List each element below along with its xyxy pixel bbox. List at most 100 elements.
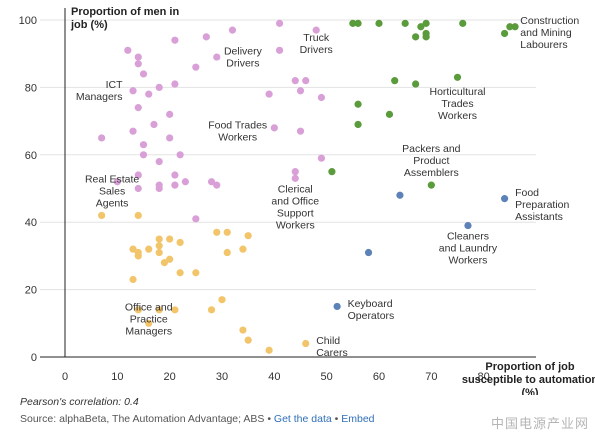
data-point — [364, 248, 373, 257]
y-tick-label: 20 — [25, 285, 37, 297]
data-point — [166, 134, 174, 142]
data-point — [139, 70, 148, 78]
source-text: Source: alphaBeta, The Automation Advant… — [20, 413, 271, 425]
data-point — [270, 124, 278, 132]
data-point — [239, 245, 247, 253]
x-tick-label: 20 — [164, 371, 176, 383]
data-point — [302, 339, 310, 348]
data-point — [427, 181, 435, 189]
data-point — [134, 184, 142, 193]
data-point — [160, 259, 169, 267]
data-point — [145, 319, 153, 327]
get-data-link[interactable]: Get the data — [273, 413, 332, 425]
data-point — [155, 248, 163, 257]
data-point — [412, 80, 420, 88]
data-point — [296, 87, 305, 95]
data-point — [155, 83, 163, 91]
data-point — [192, 269, 200, 277]
data-point — [385, 110, 394, 118]
data-point — [134, 211, 142, 220]
source-separator: • — [334, 413, 339, 425]
data-point — [354, 100, 362, 108]
data-point — [171, 171, 179, 179]
data-point — [501, 29, 509, 38]
data-point — [265, 90, 273, 98]
annotation-construction: Construction and Mining Labourers — [520, 15, 579, 51]
data-point — [155, 242, 163, 250]
data-point — [412, 33, 420, 41]
data-point — [145, 90, 153, 98]
data-point — [129, 245, 137, 253]
data-point — [134, 252, 142, 260]
data-point — [296, 127, 305, 135]
data-point — [192, 63, 200, 71]
data-point — [139, 141, 148, 149]
annotation-child: Child Carers — [316, 335, 348, 359]
x-tick-label: 30 — [216, 371, 228, 383]
embed-link[interactable]: Embed — [341, 413, 375, 425]
annotation-truck: Truck Drivers — [300, 32, 333, 56]
data-point — [171, 306, 179, 314]
data-point — [166, 255, 174, 263]
data-point — [275, 19, 284, 27]
data-point — [391, 77, 399, 85]
data-point — [422, 19, 430, 27]
annotation-realestate: Real Estate Sales Agents — [85, 173, 139, 209]
data-point — [192, 215, 200, 223]
data-point — [291, 77, 299, 85]
data-point — [207, 306, 216, 314]
data-point — [145, 245, 153, 253]
data-point — [401, 19, 409, 27]
y-tick-label: 60 — [25, 150, 37, 162]
data-point — [171, 80, 179, 88]
data-point — [223, 248, 231, 257]
annotation-clerical: Clerical and Office Support Workers — [271, 184, 319, 232]
data-point — [129, 87, 137, 95]
data-point — [134, 60, 142, 68]
data-point — [213, 53, 221, 61]
data-point — [155, 235, 163, 243]
data-point — [223, 228, 231, 236]
source-line: Source: alphaBeta, The Automation Advant… — [20, 413, 375, 425]
data-points — [98, 19, 519, 354]
data-point — [176, 151, 184, 159]
data-point — [459, 19, 467, 27]
data-point — [129, 275, 137, 284]
data-point — [176, 238, 184, 247]
x-axis-ticks: 0 10 20 30 40 50 60 70 80 — [62, 371, 490, 383]
data-point — [275, 46, 284, 54]
data-point — [150, 120, 158, 129]
data-point — [181, 178, 189, 186]
watermark: 中国电源产业网 — [490, 416, 589, 431]
data-point — [166, 110, 174, 118]
data-point — [317, 93, 326, 102]
x-tick-label: 0 — [62, 371, 68, 383]
data-point — [354, 120, 362, 129]
data-point — [291, 174, 299, 182]
data-point — [113, 178, 121, 186]
data-point — [328, 168, 336, 176]
data-point — [139, 151, 148, 159]
x-tick-label: 40 — [268, 371, 280, 383]
data-point — [98, 134, 106, 142]
data-point — [98, 211, 106, 220]
data-point — [213, 181, 221, 189]
annotation-keyboard: Keyboard Operators — [348, 298, 395, 322]
data-point — [134, 306, 142, 314]
y-tick-label: 0 — [31, 352, 37, 364]
annotation-foodprep: Food Preparation Assistants — [515, 187, 569, 223]
data-point — [317, 154, 326, 162]
x-axis-title: Proportion of job susceptible to automati… — [462, 361, 595, 395]
data-point — [155, 306, 163, 314]
data-point — [155, 184, 163, 193]
annotation-delivery: Delivery Drivers — [224, 45, 263, 69]
correlation-note: Pearson's correlation: 0.4 — [20, 396, 139, 408]
data-point — [202, 33, 210, 41]
x-tick-label: 80 — [478, 371, 490, 383]
data-point — [396, 191, 404, 199]
data-point — [312, 26, 320, 34]
annotation-office: Office and Practice Managers — [125, 301, 173, 337]
data-point — [124, 46, 132, 54]
data-point — [171, 181, 179, 189]
data-point — [134, 53, 142, 61]
